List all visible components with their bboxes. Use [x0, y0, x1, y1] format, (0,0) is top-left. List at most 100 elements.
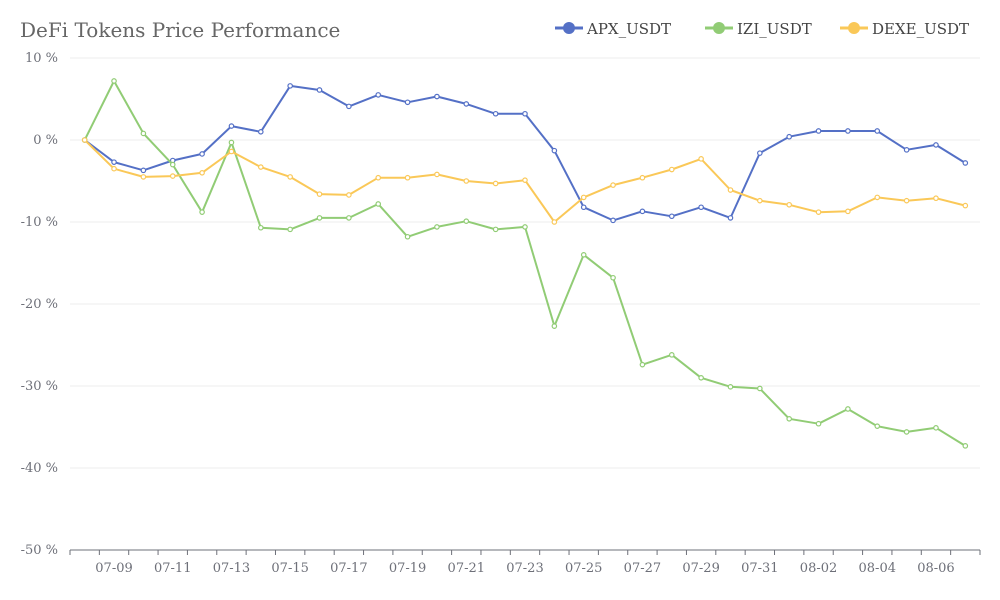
x-tick-label: 07-11: [154, 561, 191, 576]
data-point[interactable]: [258, 164, 264, 170]
data-point[interactable]: [580, 194, 587, 201]
data-point[interactable]: [903, 429, 910, 435]
data-point[interactable]: [874, 194, 881, 201]
data-point[interactable]: [874, 128, 881, 134]
data-point[interactable]: [786, 201, 792, 208]
data-point[interactable]: [698, 204, 704, 211]
data-point[interactable]: [580, 204, 587, 211]
data-point[interactable]: [228, 139, 235, 146]
data-point[interactable]: [786, 133, 792, 140]
data-point[interactable]: [962, 443, 969, 449]
data-point[interactable]: [228, 123, 235, 129]
data-point[interactable]: [434, 93, 440, 100]
data-point[interactable]: [580, 252, 587, 258]
data-point[interactable]: [903, 197, 910, 204]
x-tick-label: 07-15: [271, 561, 308, 576]
data-point[interactable]: [346, 103, 352, 110]
data-point[interactable]: [610, 217, 616, 224]
data-point[interactable]: [111, 78, 117, 84]
data-point[interactable]: [375, 174, 382, 181]
data-point[interactable]: [845, 208, 851, 215]
data-point[interactable]: [551, 219, 558, 225]
data-point[interactable]: [463, 178, 470, 184]
data-point[interactable]: [140, 130, 147, 137]
data-point[interactable]: [199, 209, 205, 215]
data-point[interactable]: [463, 218, 470, 224]
data-point[interactable]: [757, 385, 763, 392]
data-point[interactable]: [874, 423, 881, 429]
x-tick-label: 08-04: [859, 561, 896, 576]
data-point[interactable]: [933, 195, 939, 202]
data-point[interactable]: [404, 233, 411, 240]
data-point[interactable]: [404, 99, 411, 106]
data-point[interactable]: [962, 202, 969, 209]
data-point[interactable]: [404, 174, 411, 181]
data-point[interactable]: [815, 420, 822, 427]
data-point[interactable]: [375, 201, 382, 207]
data-point[interactable]: [786, 415, 792, 422]
data-point[interactable]: [169, 173, 176, 179]
data-point[interactable]: [698, 156, 704, 162]
data-point[interactable]: [639, 208, 646, 215]
data-point[interactable]: [668, 213, 675, 220]
data-point[interactable]: [668, 166, 675, 173]
data-point[interactable]: [962, 160, 969, 166]
data-point[interactable]: [815, 209, 822, 215]
data-point[interactable]: [845, 128, 851, 134]
data-point[interactable]: [522, 110, 528, 117]
data-point[interactable]: [903, 147, 910, 153]
data-point[interactable]: [727, 384, 734, 390]
data-point[interactable]: [845, 406, 851, 412]
data-point[interactable]: [287, 174, 293, 180]
data-point[interactable]: [551, 147, 558, 154]
data-point[interactable]: [933, 425, 939, 431]
x-tick-label: 07-29: [682, 561, 719, 576]
data-point[interactable]: [287, 83, 293, 89]
data-point[interactable]: [346, 192, 352, 198]
data-point[interactable]: [111, 165, 117, 172]
data-point[interactable]: [522, 224, 528, 230]
data-point[interactable]: [81, 137, 88, 143]
data-point[interactable]: [522, 177, 528, 183]
legend-item-apx-usdt[interactable]: APX_USDT: [555, 20, 671, 38]
data-point[interactable]: [375, 92, 382, 98]
data-point[interactable]: [258, 224, 264, 231]
data-point[interactable]: [610, 182, 616, 188]
legend-dot-icon: [713, 22, 725, 34]
data-point[interactable]: [639, 361, 646, 368]
data-point[interactable]: [434, 171, 440, 178]
data-point[interactable]: [316, 87, 323, 93]
data-point[interactable]: [492, 226, 499, 233]
data-point[interactable]: [727, 215, 734, 221]
legend-item-izi-usdt[interactable]: IZI_USDT: [705, 20, 812, 38]
data-point[interactable]: [551, 323, 558, 329]
data-point[interactable]: [316, 191, 323, 197]
x-tick-label: 07-25: [565, 561, 602, 576]
data-point[interactable]: [639, 174, 646, 181]
data-point[interactable]: [668, 352, 675, 358]
data-point[interactable]: [287, 226, 293, 233]
data-point[interactable]: [169, 161, 176, 168]
data-point[interactable]: [111, 159, 117, 165]
data-point[interactable]: [316, 215, 323, 221]
data-point[interactable]: [492, 110, 499, 117]
data-point[interactable]: [258, 129, 264, 135]
data-point[interactable]: [815, 128, 822, 134]
data-point[interactable]: [199, 151, 205, 157]
data-point[interactable]: [727, 187, 734, 193]
data-point[interactable]: [492, 180, 499, 187]
data-point[interactable]: [434, 224, 440, 230]
data-point[interactable]: [933, 142, 939, 148]
data-point[interactable]: [346, 215, 352, 221]
legend-item-dexe-usdt[interactable]: DEXE_USDT: [840, 20, 969, 38]
data-point[interactable]: [228, 148, 235, 155]
data-point[interactable]: [757, 150, 763, 156]
legend[interactable]: APX_USDT IZI_USDT DEXE_USDT: [555, 20, 969, 38]
data-point[interactable]: [199, 170, 205, 176]
data-point[interactable]: [140, 167, 147, 174]
data-point[interactable]: [698, 374, 704, 381]
data-point[interactable]: [610, 274, 616, 281]
data-point[interactable]: [140, 174, 147, 180]
data-point[interactable]: [757, 197, 763, 204]
data-point[interactable]: [463, 101, 470, 107]
